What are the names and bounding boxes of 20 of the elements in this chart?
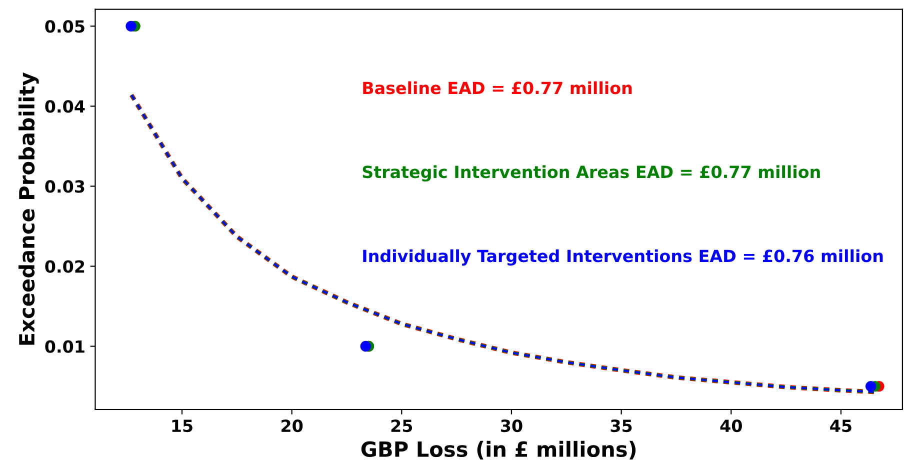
annotation: Baseline EAD = £0.77 million [363,81,632,94]
x-tick-label: 35 [610,420,632,432]
x-tick-label: 40 [720,420,742,432]
y-tick-label: 0.05 [45,20,84,33]
y-tick-label: 0.04 [45,100,85,113]
x-tick-label: 30 [501,420,522,432]
y-tick-label: 0.03 [45,180,84,193]
x-axis-title: GBP Loss (in £ millions) [361,440,636,460]
point [865,380,876,392]
y-tick-label: 0.01 [45,340,84,353]
x-tick-label: 15 [172,420,192,432]
x-tick-label: 20 [282,420,303,432]
x-tick-label: 45 [830,420,852,432]
point [360,340,371,352]
y-tick-label: 0.02 [45,260,84,273]
point [126,20,136,32]
x-tick-label: 25 [391,420,412,432]
annotation: Individually Targeted Interventions EAD = £0.76 million [363,249,883,266]
annotation: Strategic Intervention Areas EAD = £0.77 million [362,165,820,182]
y-axis-title: Exceedance Probability [18,72,39,345]
